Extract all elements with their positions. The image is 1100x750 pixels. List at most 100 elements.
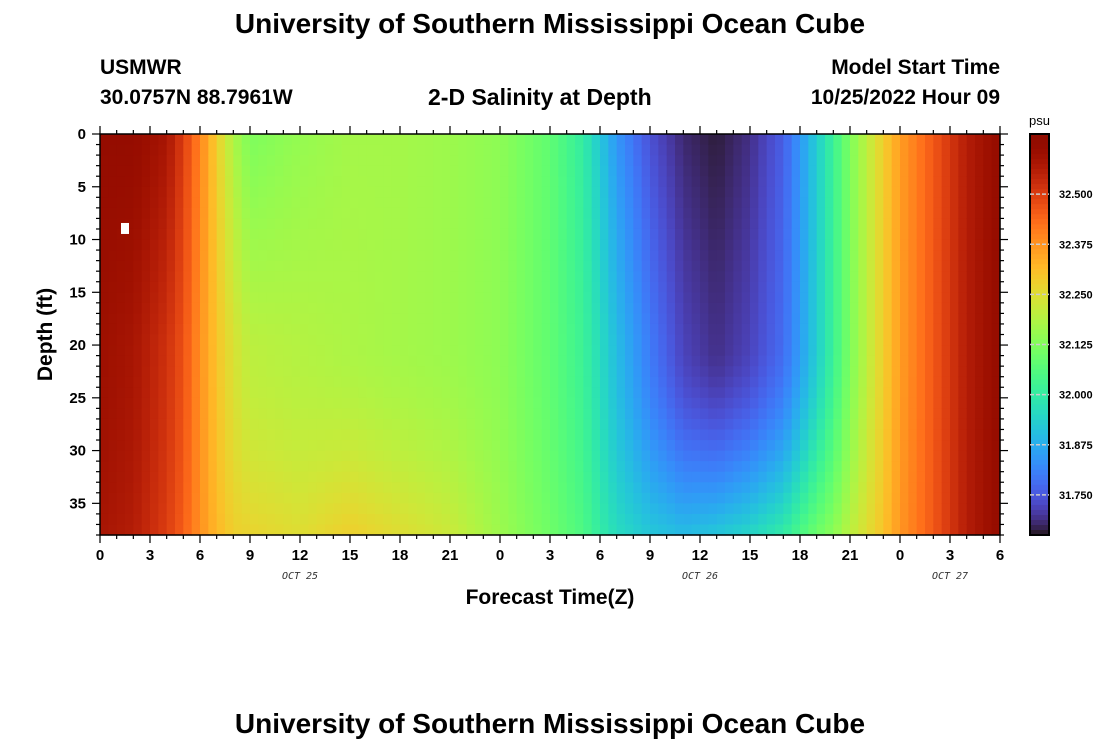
heatmap-cell bbox=[383, 513, 393, 526]
heatmap-cell bbox=[900, 334, 909, 346]
heatmap-cell bbox=[775, 165, 784, 177]
x-tick-label: 6 bbox=[596, 547, 604, 564]
heatmap-cell bbox=[550, 323, 559, 336]
heatmap-cell bbox=[108, 482, 118, 494]
heatmap-cell bbox=[291, 260, 301, 272]
heatmap-cell bbox=[700, 440, 709, 452]
heatmap-cell bbox=[133, 503, 143, 515]
heatmap-cell bbox=[291, 440, 301, 452]
heatmap-cell bbox=[458, 461, 468, 473]
heatmap-cell bbox=[183, 134, 193, 146]
heatmap-cell bbox=[341, 366, 351, 378]
heatmap-cell bbox=[300, 302, 309, 314]
heatmap-cell bbox=[208, 345, 218, 357]
heatmap-cell bbox=[691, 292, 701, 304]
heatmap-cell bbox=[750, 271, 759, 283]
heatmap-cell bbox=[166, 482, 176, 494]
heatmap-cell bbox=[583, 503, 593, 515]
heatmap-cell bbox=[991, 397, 1001, 409]
colorbar-segment bbox=[1030, 414, 1049, 421]
heatmap-cell bbox=[141, 482, 151, 494]
heatmap-cell bbox=[808, 513, 818, 526]
heatmap-cell bbox=[641, 186, 651, 198]
heatmap-cell bbox=[800, 281, 809, 293]
heatmap-cell bbox=[375, 218, 384, 230]
heatmap-cell bbox=[200, 503, 209, 515]
heatmap-cell bbox=[450, 250, 459, 262]
heatmap-cell bbox=[641, 450, 651, 462]
heatmap-cell bbox=[650, 165, 659, 177]
heatmap-cell bbox=[850, 165, 859, 177]
heatmap-cell bbox=[591, 218, 601, 230]
heatmap-cell bbox=[750, 292, 759, 304]
heatmap-cell bbox=[283, 450, 293, 462]
heatmap-cell bbox=[391, 165, 401, 177]
heatmap-cell bbox=[941, 155, 951, 167]
heatmap-cell bbox=[891, 418, 901, 431]
heatmap-cell bbox=[333, 461, 343, 473]
heatmap-cell bbox=[558, 134, 568, 146]
heatmap-cell bbox=[225, 144, 234, 156]
heatmap-cell bbox=[508, 155, 518, 167]
heatmap-cell bbox=[383, 450, 393, 462]
heatmap-cell bbox=[975, 155, 984, 167]
heatmap-cell bbox=[266, 345, 276, 357]
heatmap-cell bbox=[366, 313, 376, 325]
heatmap-cell bbox=[700, 376, 709, 388]
heatmap-cell bbox=[816, 345, 826, 357]
heatmap-cell bbox=[608, 482, 618, 494]
heatmap-cell bbox=[350, 524, 359, 536]
heatmap-cell bbox=[475, 323, 484, 336]
heatmap-cell bbox=[325, 408, 334, 420]
heatmap-cell bbox=[525, 345, 534, 357]
heatmap-cell bbox=[825, 165, 834, 177]
heatmap-cell bbox=[158, 302, 168, 314]
heatmap-cell bbox=[266, 429, 276, 441]
heatmap-cell bbox=[275, 218, 284, 230]
heatmap-cell bbox=[533, 239, 543, 251]
heatmap-cell bbox=[758, 513, 768, 526]
heatmap-cell bbox=[291, 218, 301, 230]
heatmap-cell bbox=[225, 218, 234, 230]
heatmap-cell bbox=[700, 334, 709, 346]
heatmap-cell bbox=[741, 345, 751, 357]
heatmap-cell bbox=[900, 376, 909, 388]
heatmap-cell bbox=[741, 492, 751, 504]
heatmap-cell bbox=[283, 186, 293, 198]
heatmap-cell bbox=[800, 197, 809, 209]
heatmap-cell bbox=[658, 387, 668, 399]
heatmap-cell bbox=[583, 429, 593, 441]
heatmap-cell bbox=[791, 397, 801, 409]
heatmap-cell bbox=[608, 281, 618, 293]
heatmap-cell bbox=[208, 429, 218, 441]
heatmap-cell bbox=[741, 366, 751, 378]
heatmap-cell bbox=[300, 292, 309, 304]
heatmap-cell bbox=[741, 323, 751, 336]
heatmap-cell bbox=[808, 144, 818, 156]
heatmap-cell bbox=[133, 218, 143, 230]
heatmap-cell bbox=[433, 513, 443, 526]
heatmap-cell bbox=[650, 429, 659, 441]
heatmap-cell bbox=[891, 471, 901, 483]
heatmap-cell bbox=[508, 271, 518, 283]
heatmap-cell bbox=[708, 429, 718, 441]
heatmap-cell bbox=[850, 228, 859, 241]
heatmap-cell bbox=[166, 271, 176, 283]
heatmap-cell bbox=[758, 281, 768, 293]
heatmap-cell bbox=[508, 408, 518, 420]
heatmap-cell bbox=[525, 186, 534, 198]
heatmap-cell bbox=[675, 334, 684, 346]
heatmap-cell bbox=[875, 218, 884, 230]
heatmap-cell bbox=[316, 302, 326, 314]
heatmap-cell bbox=[900, 366, 909, 378]
heatmap-cell bbox=[900, 418, 909, 431]
heatmap-cell bbox=[683, 250, 693, 262]
heatmap-cell bbox=[950, 186, 959, 198]
heatmap-cell bbox=[366, 461, 376, 473]
heatmap-cell bbox=[416, 323, 426, 336]
heatmap-cell bbox=[166, 292, 176, 304]
heatmap-cell bbox=[241, 418, 251, 431]
heatmap-cell bbox=[166, 260, 176, 272]
heatmap-cell bbox=[466, 397, 476, 409]
heatmap-cell bbox=[641, 302, 651, 314]
